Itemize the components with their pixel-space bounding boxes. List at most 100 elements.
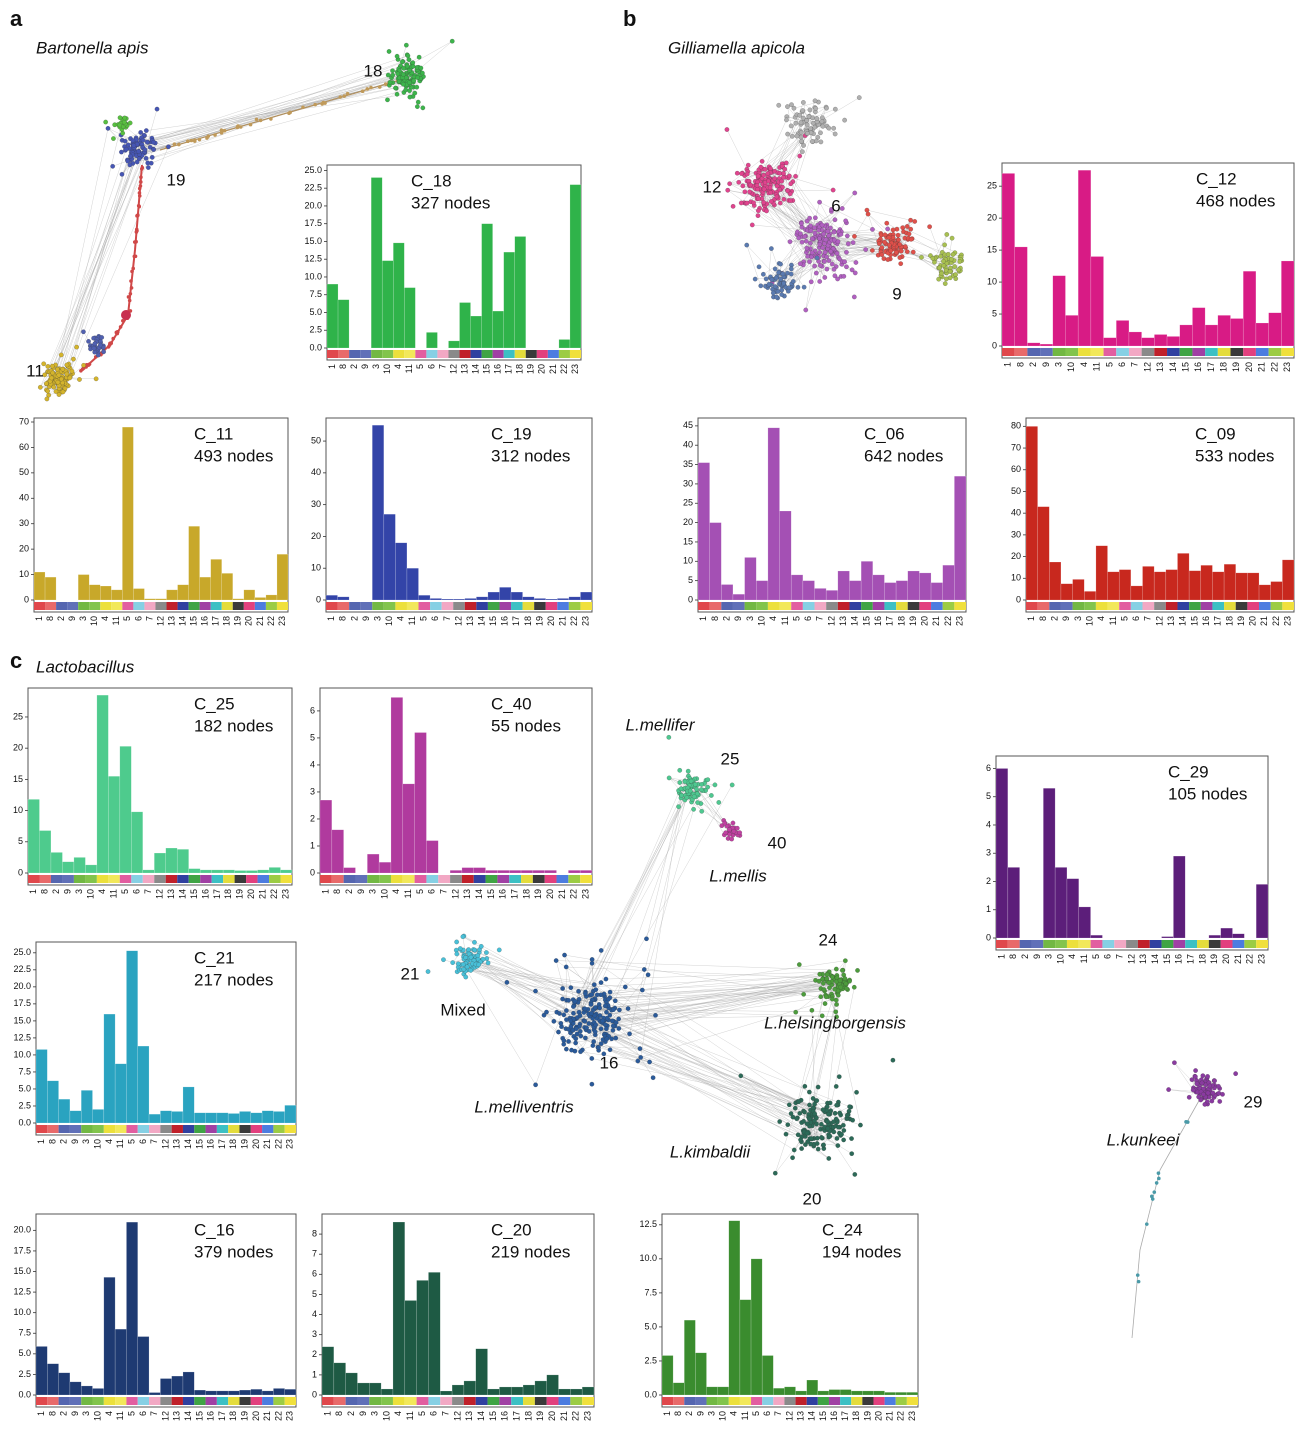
x-tick-label: 19 xyxy=(862,1411,872,1421)
network-node xyxy=(144,156,148,160)
network-node xyxy=(908,218,912,222)
x-tick-label: 17 xyxy=(217,1139,227,1149)
network-node xyxy=(1210,1099,1214,1103)
network-node xyxy=(887,235,891,239)
bar xyxy=(28,799,39,873)
network-node xyxy=(608,1048,612,1052)
x-tick-label: 16 xyxy=(829,1411,839,1421)
bar xyxy=(178,585,189,600)
network-node xyxy=(130,270,134,274)
network-node xyxy=(559,1021,563,1025)
network-node xyxy=(391,73,395,77)
category-swatch xyxy=(404,350,415,358)
category-swatch xyxy=(1102,940,1114,948)
network-node xyxy=(407,68,411,72)
x-tick-label: 7 xyxy=(773,1411,783,1416)
bar xyxy=(233,599,244,600)
category-swatch xyxy=(780,602,792,610)
y-tick-label: 17.5 xyxy=(13,998,31,1008)
x-tick-label: 2 xyxy=(684,1411,694,1416)
category-swatch xyxy=(493,350,504,358)
graph-label: L.helsingborgensis xyxy=(764,1013,906,1032)
network-node xyxy=(880,252,884,256)
network-edge xyxy=(727,130,747,170)
network-node xyxy=(797,962,801,966)
x-tick-label: 20 xyxy=(251,1411,261,1421)
network-node xyxy=(813,106,817,110)
x-tick-label: 15 xyxy=(189,889,199,899)
network-node xyxy=(907,232,911,236)
y-tick-label: 2.5 xyxy=(309,325,322,335)
x-tick-label: 11 xyxy=(740,1411,750,1420)
x-tick-label: 7 xyxy=(441,1411,451,1416)
bar xyxy=(1104,338,1117,346)
x-tick-label: 23 xyxy=(580,889,590,899)
network-node xyxy=(636,1059,640,1063)
network-node xyxy=(111,337,115,341)
x-tick-label: 3 xyxy=(368,889,378,894)
category-swatch xyxy=(954,602,966,610)
y-tick-label: 0 xyxy=(1016,594,1021,604)
x-tick-label: 2 xyxy=(1050,616,1060,621)
network-node xyxy=(646,973,650,977)
x-tick-label: 4 xyxy=(393,364,403,369)
network-node xyxy=(564,1017,568,1021)
bar xyxy=(1027,343,1040,346)
category-swatch xyxy=(437,350,448,358)
category-swatch xyxy=(568,875,580,883)
network-node xyxy=(852,295,856,299)
network-node xyxy=(469,955,473,959)
network-node xyxy=(587,1021,591,1025)
bar xyxy=(131,812,142,873)
bar xyxy=(465,598,477,600)
network-node xyxy=(807,1117,811,1121)
network-edge xyxy=(51,140,143,381)
network-node xyxy=(794,121,798,125)
bar xyxy=(773,1388,784,1395)
network-node xyxy=(809,255,813,259)
network-node xyxy=(134,254,138,258)
network-node xyxy=(790,1156,794,1160)
network-node xyxy=(1166,1087,1170,1091)
network-edge xyxy=(630,785,690,1033)
bar xyxy=(47,1364,58,1395)
network-node xyxy=(190,139,194,143)
category-swatch xyxy=(488,602,500,610)
network-node xyxy=(1206,1091,1210,1095)
network-node xyxy=(476,953,480,957)
category-swatch xyxy=(143,875,154,883)
network-node xyxy=(642,967,646,971)
network-node xyxy=(71,357,75,361)
category-swatch xyxy=(815,602,827,610)
network-node xyxy=(101,350,105,354)
network-node xyxy=(823,1001,827,1005)
x-tick-label: 1 xyxy=(34,616,44,621)
network-node xyxy=(1205,1074,1209,1078)
x-tick-label: 21 xyxy=(255,616,265,626)
x-tick-label: 17 xyxy=(504,364,514,374)
x-tick-label: 13 xyxy=(459,364,469,374)
network-node xyxy=(533,1083,537,1087)
network-node xyxy=(590,992,594,996)
network-node xyxy=(788,199,792,203)
y-tick-label: 3 xyxy=(310,786,315,796)
x-tick-label: 18 xyxy=(523,1411,533,1421)
x-tick-label: 12 xyxy=(1154,616,1164,626)
bar xyxy=(262,1111,273,1123)
network-node xyxy=(790,134,794,138)
network-node xyxy=(942,243,946,247)
category-swatch xyxy=(255,602,266,610)
network-node xyxy=(568,1019,572,1023)
bar xyxy=(391,697,403,873)
x-tick-label: 7 xyxy=(149,1139,159,1144)
x-tick-label: 7 xyxy=(1115,954,1125,959)
bar xyxy=(183,1087,194,1123)
category-swatch xyxy=(111,602,122,610)
network-node xyxy=(596,1045,600,1049)
x-tick-label: 13 xyxy=(1166,616,1176,626)
network-node xyxy=(706,777,710,781)
network-node xyxy=(566,998,570,1002)
network-node xyxy=(829,249,833,253)
